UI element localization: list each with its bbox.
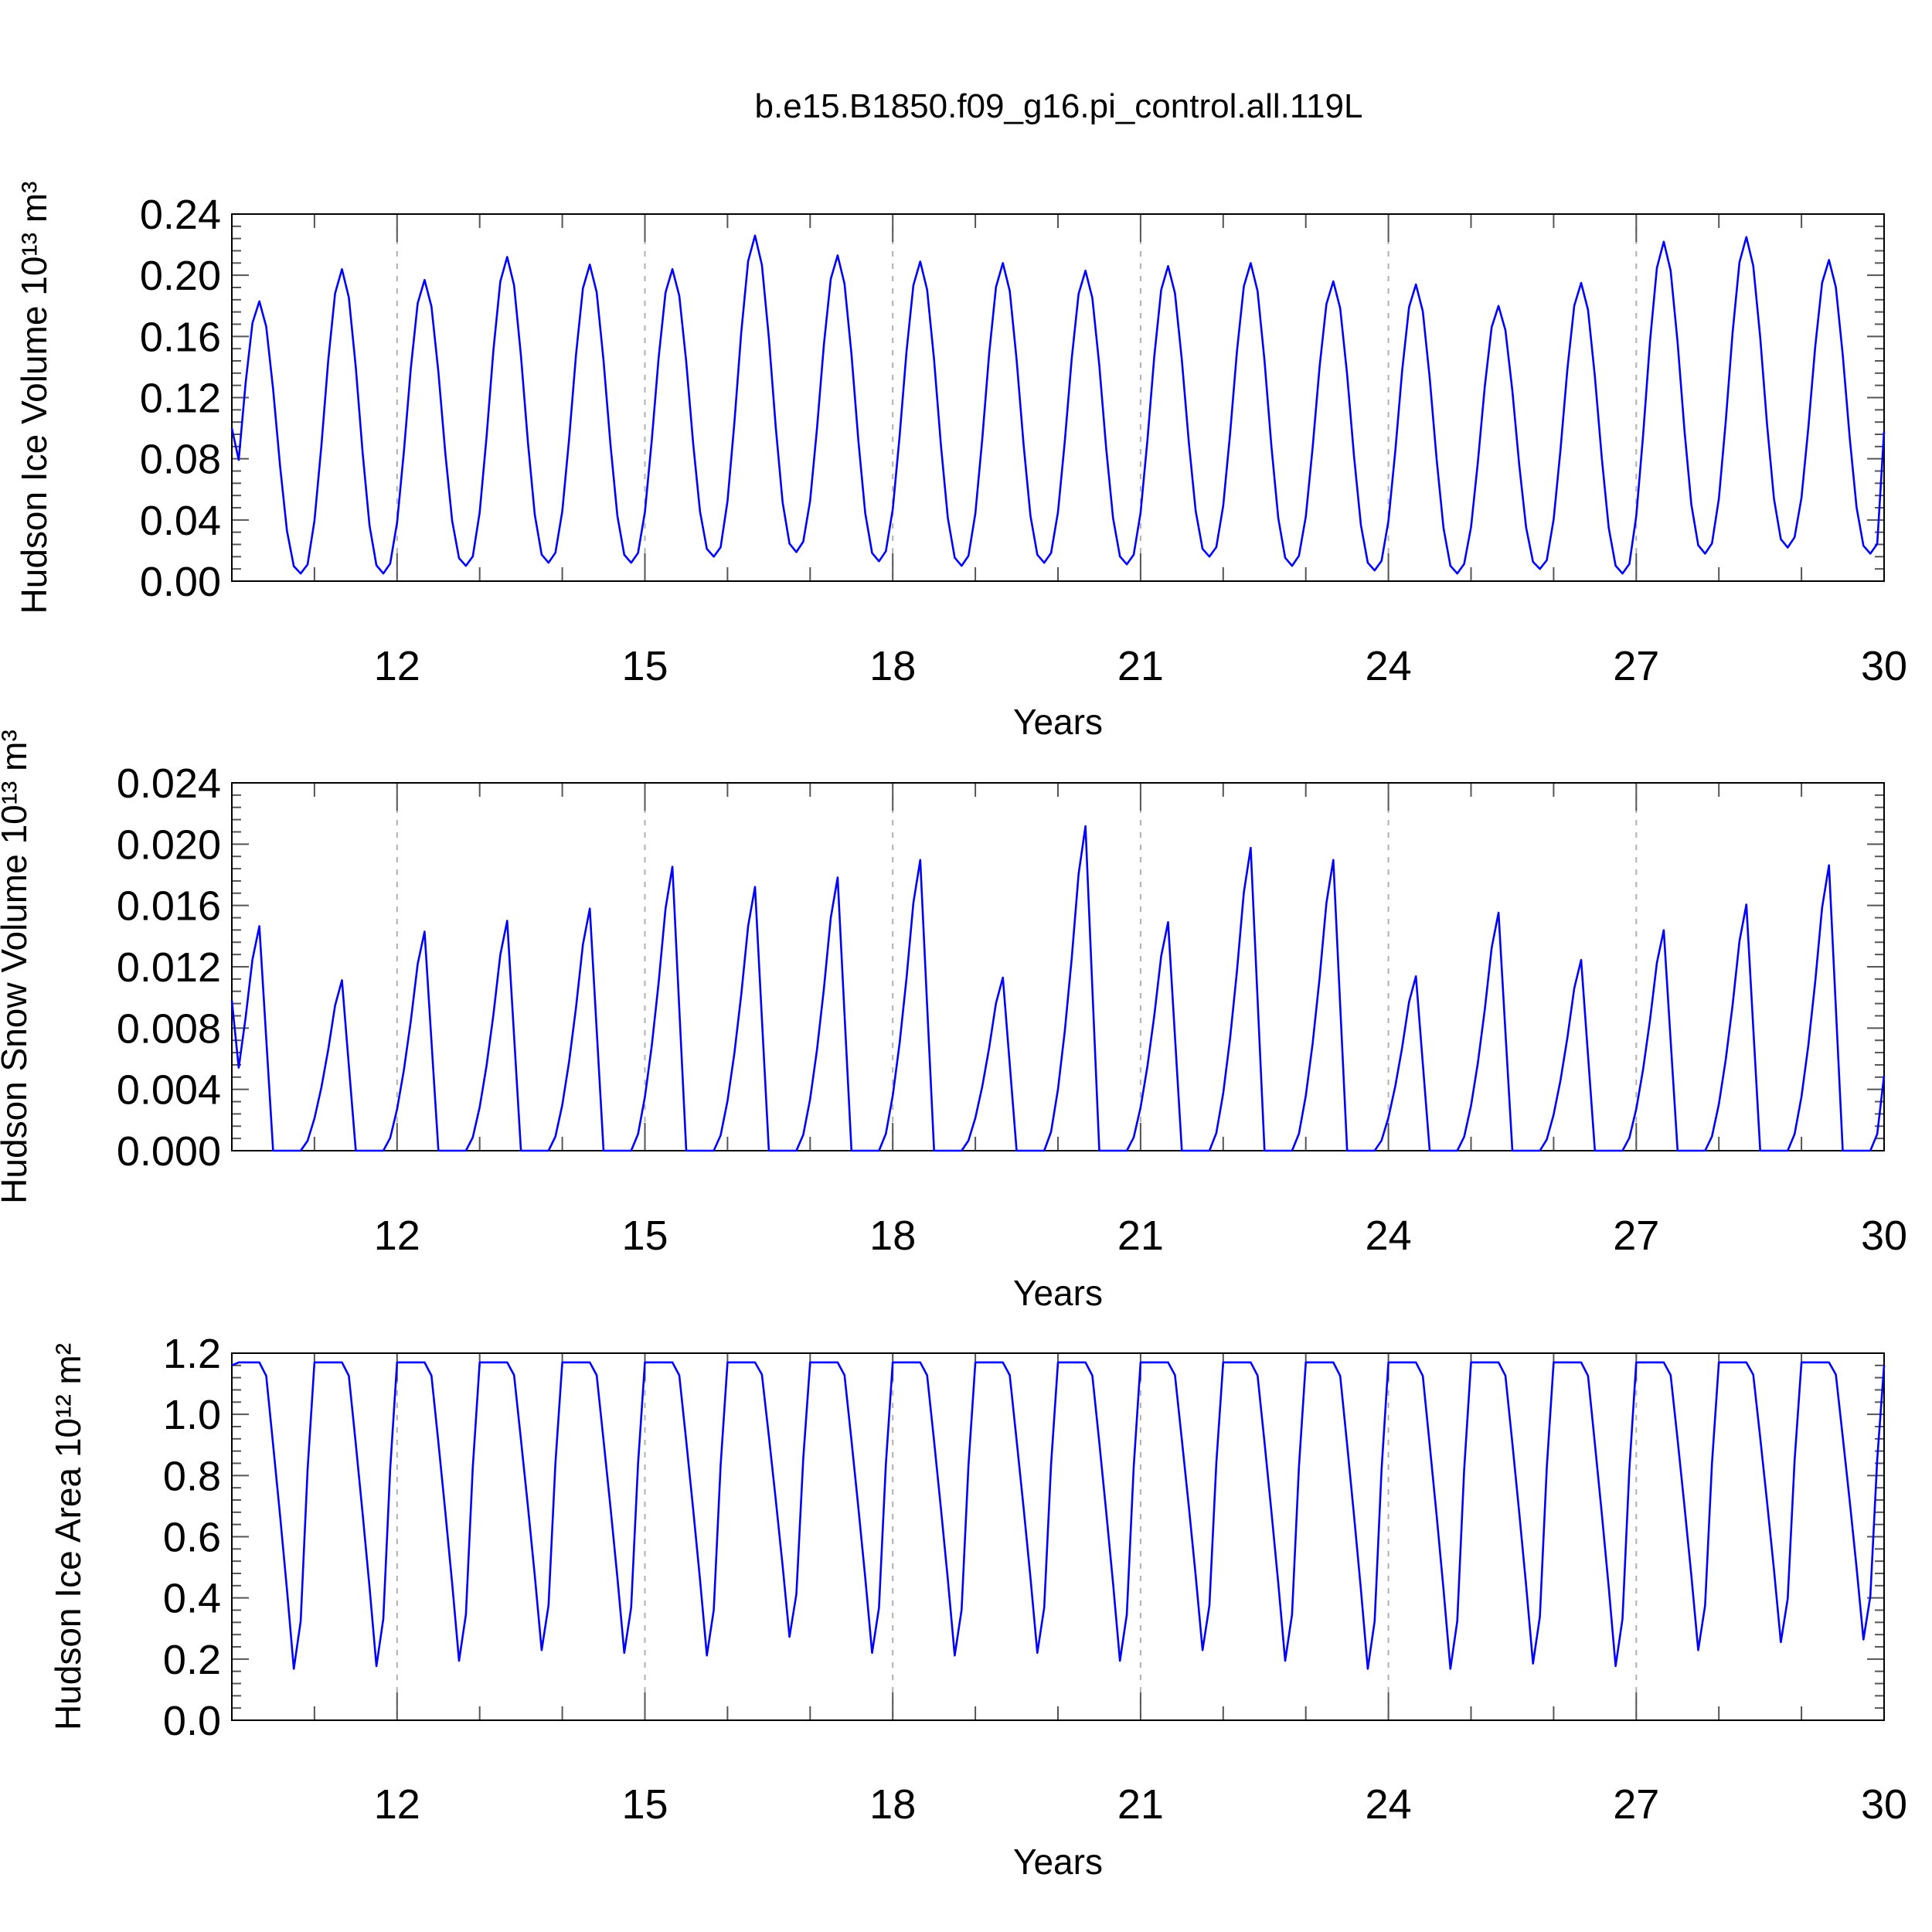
series-line-1 — [230, 234, 1886, 575]
x-tick-label: 18 — [869, 1781, 916, 1828]
x-tick-label: 21 — [1117, 1213, 1164, 1259]
y-tick-label: 0.000 — [117, 1128, 221, 1175]
y-tick-label: 0.04 — [140, 498, 221, 544]
x-tick-label: 24 — [1366, 643, 1412, 689]
x-tick-label: 21 — [1117, 1781, 1164, 1828]
y-tick-label: 0.08 — [140, 437, 221, 483]
plot-frame — [231, 782, 1885, 1151]
x-axis-label: Years — [1013, 1273, 1103, 1313]
y-tick-label: 0.8 — [163, 1453, 221, 1499]
y-tick-label: 0.24 — [140, 192, 221, 238]
y-tick-label: 1.2 — [163, 1331, 221, 1377]
y-tick-label: 0.12 — [140, 376, 221, 422]
series-line-3 — [231, 1361, 1886, 1670]
x-axis-label: Years — [1013, 1842, 1103, 1882]
y-tick-label: 0.024 — [117, 760, 221, 807]
plot-frame — [231, 1352, 1885, 1721]
x-tick-label: 12 — [374, 1213, 420, 1259]
y-tick-label: 0.6 — [163, 1515, 221, 1561]
y-tick-label: 1.0 — [163, 1392, 221, 1438]
y-axis-label: Hudson Ice Area 10¹² m² — [48, 1343, 88, 1730]
y-tick-label: 0.008 — [117, 1005, 221, 1052]
y-tick-label: 0.0 — [163, 1698, 221, 1744]
y-tick-label: 0.20 — [140, 253, 221, 299]
y-tick-label: 0.012 — [117, 944, 221, 991]
panels: 0.00 0.04 0.08 0.12 0.16 0.20 0.24 12 15 18 21 24 27… — [0, 182, 1907, 1882]
y-tick-label: 0.020 — [117, 821, 221, 868]
y-tick-label: 0.16 — [140, 314, 221, 360]
x-tick-label: 27 — [1613, 1213, 1659, 1259]
y-tick-label: 0.2 — [163, 1637, 221, 1683]
x-tick-label: 24 — [1366, 1213, 1412, 1259]
x-axis-label: Years — [1013, 702, 1103, 742]
y-tick-label: 0.4 — [163, 1576, 221, 1622]
x-tick-label: 18 — [869, 1213, 916, 1259]
y-axis-label: Hudson Ice Volume 10¹³ m³ — [14, 182, 54, 614]
x-tick-label: 27 — [1613, 1781, 1659, 1828]
y-axis-label: Hudson Snow Volume 10¹³ m³ — [0, 730, 34, 1204]
y-tick-label: 0.004 — [117, 1067, 221, 1114]
x-tick-label: 30 — [1861, 1781, 1907, 1828]
x-tick-label: 24 — [1366, 1781, 1412, 1828]
y-tick-label: 0.00 — [140, 559, 221, 605]
x-tick-label: 21 — [1117, 643, 1164, 689]
series-line-2 — [230, 825, 1886, 1152]
panel-3: 0.0 0.2 0.4 0.6 0.8 1.0 1.2 12 15 18 21 24 27 30 Years… — [48, 1331, 1907, 1882]
chart-title: b.e15.B1850.f09_g16.pi_control.all.119L — [755, 87, 1363, 125]
x-tick-label: 18 — [869, 643, 916, 689]
x-tick-label: 30 — [1861, 643, 1907, 689]
panel-1: 0.00 0.04 0.08 0.12 0.16 0.20 0.24 12 15 18 21 24 27… — [14, 182, 1907, 742]
x-tick-label: 12 — [374, 1781, 420, 1828]
x-tick-label: 27 — [1613, 643, 1659, 689]
y-tick-label: 0.016 — [117, 883, 221, 930]
x-tick-label: 15 — [621, 1213, 668, 1259]
x-tick-label: 30 — [1861, 1213, 1907, 1259]
plot-frame — [231, 213, 1885, 582]
panel-2: 0.000 0.004 0.008 0.012 0.016 0.020 0.024 12 15 1… — [0, 730, 1907, 1313]
x-tick-label: 15 — [621, 1781, 668, 1828]
x-tick-label: 15 — [621, 643, 668, 689]
x-tick-label: 12 — [374, 643, 420, 689]
